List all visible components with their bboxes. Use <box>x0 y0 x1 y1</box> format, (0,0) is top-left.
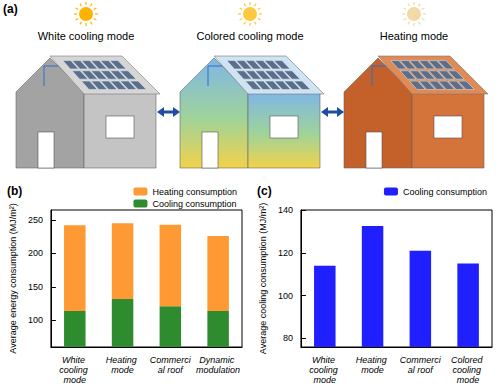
svg-text:mode: mode <box>111 365 134 375</box>
svg-text:Commerci: Commerci <box>150 355 192 365</box>
svg-text:cooling: cooling <box>309 365 340 375</box>
svg-text:150: 150 <box>28 282 43 292</box>
svg-text:100: 100 <box>28 315 43 325</box>
svg-text:cooling: cooling <box>59 365 90 375</box>
svg-text:Heating: Heating <box>106 355 140 365</box>
svg-text:al roof: al roof <box>408 365 435 375</box>
svg-text:White cooling mode: White cooling mode <box>38 30 135 42</box>
svg-text:modulation: modulation <box>196 365 240 375</box>
svg-text:(c): (c) <box>257 184 272 198</box>
svg-text:(b): (b) <box>7 184 22 198</box>
svg-text:cooling: cooling <box>453 365 484 375</box>
svg-text:Heating mode: Heating mode <box>380 30 449 42</box>
svg-text:mode: mode <box>314 375 337 385</box>
svg-text:100: 100 <box>278 291 293 301</box>
svg-text:80: 80 <box>283 333 293 343</box>
svg-text:mode: mode <box>361 365 384 375</box>
svg-text:Average cooling consumption (M: Average cooling consumption (MJ/m²) <box>258 203 268 354</box>
svg-text:250: 250 <box>28 215 43 225</box>
svg-text:Heating consumption: Heating consumption <box>152 187 237 197</box>
svg-text:Colored: Colored <box>451 355 485 365</box>
svg-text:White: White <box>312 355 338 365</box>
svg-text:Heating: Heating <box>356 355 390 365</box>
svg-text:140: 140 <box>278 205 293 215</box>
svg-text:Dynamic: Dynamic <box>199 355 237 365</box>
svg-text:120: 120 <box>278 248 293 258</box>
svg-text:Average energy consumption (MJ: Average energy consumption (MJ/m²) <box>8 203 18 353</box>
svg-text:Commerci: Commerci <box>400 355 442 365</box>
svg-text:White: White <box>62 355 88 365</box>
svg-text:200: 200 <box>28 248 43 258</box>
svg-text:Cooling consumption: Cooling consumption <box>152 199 236 209</box>
svg-text:al roof: al roof <box>158 365 185 375</box>
svg-text:mode: mode <box>64 375 87 385</box>
svg-text:Cooling consumption: Cooling consumption <box>403 187 487 197</box>
svg-text:mode: mode <box>457 375 480 385</box>
svg-text:(a): (a) <box>3 2 18 16</box>
svg-text:Colored cooling mode: Colored cooling mode <box>196 30 303 42</box>
